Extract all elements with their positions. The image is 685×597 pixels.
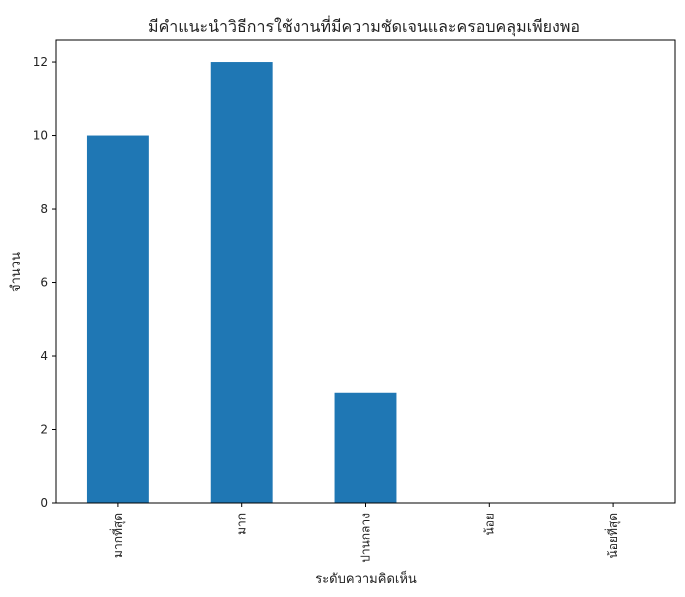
bar-1	[210, 62, 273, 504]
x-axis-label: ระดับความคิดเห็น	[315, 569, 417, 587]
bar-0	[86, 135, 149, 504]
y-tick-label-0: 0	[40, 496, 48, 510]
y-tick-label-3: 6	[40, 276, 48, 290]
plot-area: 0 2 4 6 8 10 12 มากที่สุด มาก ปานกลาง น้อย น้อยที่ส…	[33, 39, 676, 563]
chart-title: มีคำแนะนำวิธีการใช้งานที่มีความชัดเจนและ…	[148, 15, 580, 37]
y-tick-label-4: 8	[40, 202, 48, 216]
x-tick-label-2: ปานกลาง	[359, 513, 373, 563]
x-tick-label-1: มาก	[235, 513, 249, 535]
x-tick-label-0: มากที่สุด	[109, 513, 126, 558]
x-tick-label-4: น้อยที่สุด	[604, 513, 621, 558]
x-tick-label-3: น้อย	[482, 513, 496, 535]
bar-2	[334, 392, 397, 503]
y-tick-label-2: 4	[40, 349, 48, 363]
y-tick-label-6: 12	[33, 55, 48, 69]
y-tick-label-5: 10	[33, 129, 48, 143]
y-axis-label: จำนวน	[9, 252, 24, 292]
y-tick-label-1: 2	[40, 423, 48, 437]
